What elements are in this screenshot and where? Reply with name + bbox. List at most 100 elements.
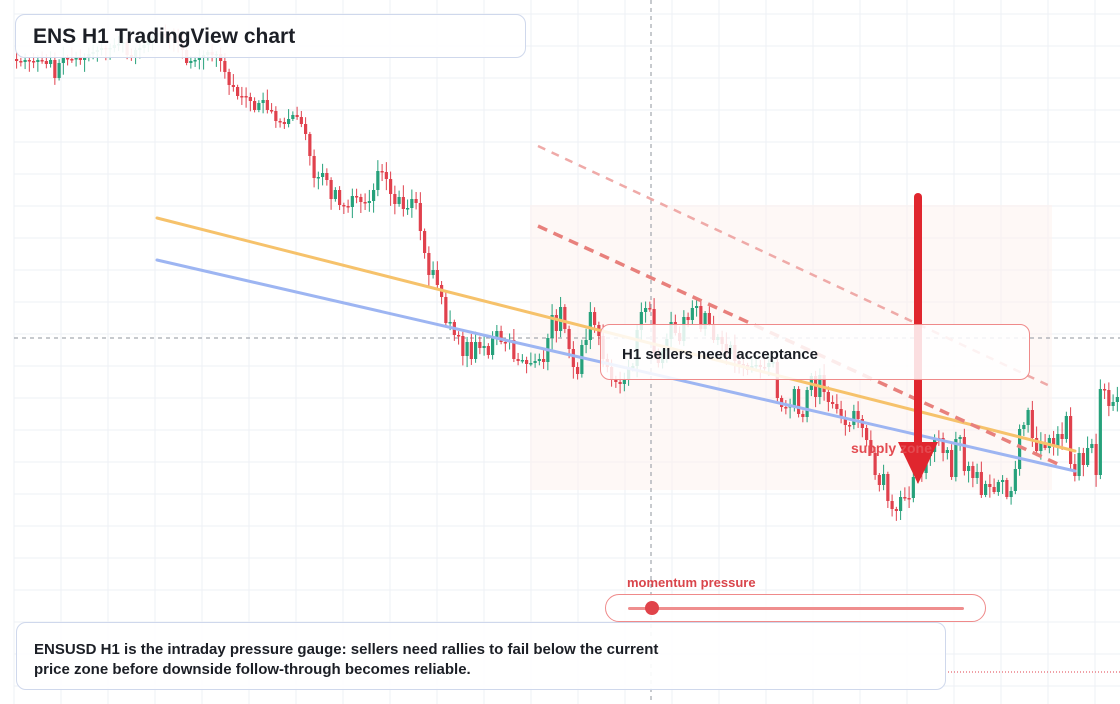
candle-down: [469, 342, 473, 359]
candle-up: [975, 472, 979, 478]
candle-down: [435, 270, 439, 285]
candle-down: [593, 312, 597, 325]
candle-down: [270, 110, 274, 112]
candle-down: [571, 349, 575, 367]
candle-down: [304, 124, 308, 134]
candle-down: [227, 72, 231, 85]
candle-down: [40, 60, 44, 62]
candle-down: [699, 306, 703, 329]
candle-up: [703, 313, 707, 329]
candle-up: [316, 177, 320, 179]
candle-down: [686, 317, 690, 320]
candle-up: [1086, 448, 1090, 465]
candle-up: [533, 361, 537, 363]
candle-down: [32, 61, 36, 63]
candle-down: [869, 440, 873, 453]
candle-down: [971, 466, 975, 478]
candle-down: [329, 180, 333, 199]
candle-down: [355, 196, 359, 198]
candle-up: [967, 466, 971, 471]
candle-up: [1077, 453, 1081, 476]
candle-up: [465, 342, 469, 356]
candle-up: [1026, 410, 1030, 425]
candle-down: [856, 411, 860, 419]
candle-up: [333, 190, 337, 199]
candle-up: [372, 190, 376, 201]
candle-up: [1018, 429, 1022, 469]
candle-up: [448, 322, 452, 324]
candle-up: [410, 199, 414, 208]
candle-up: [911, 477, 915, 498]
candle-up: [350, 196, 354, 207]
candle-down: [826, 392, 830, 402]
candle-down: [979, 472, 983, 495]
candle-down: [554, 315, 558, 331]
candle-down: [359, 197, 363, 202]
candle-up: [197, 58, 201, 60]
candle-up: [1090, 444, 1094, 448]
summary-panel: ENSUSD H1 is the intraday pressure gauge…: [16, 622, 946, 690]
candle-down: [1069, 416, 1073, 464]
chart-title: ENS H1 TradingView chart: [33, 25, 296, 48]
candle-down: [418, 203, 422, 231]
candle-down: [1060, 434, 1064, 439]
candle-down: [363, 202, 367, 204]
candle-up: [1098, 389, 1102, 475]
candle-down: [1035, 438, 1039, 451]
candle-down: [308, 134, 312, 156]
candle-up: [321, 173, 325, 177]
candle-up: [83, 57, 87, 60]
candle-down: [618, 382, 622, 384]
candle-down: [401, 197, 405, 209]
candle-down: [886, 474, 890, 501]
candle-up: [1064, 416, 1068, 439]
candle-down: [1005, 480, 1009, 497]
candle-down: [299, 117, 303, 124]
candle-up: [376, 171, 380, 190]
candle-up: [644, 308, 648, 312]
candle-down: [873, 453, 877, 475]
candle-down: [70, 59, 74, 61]
candle-up: [996, 482, 1000, 492]
candle-down: [389, 179, 393, 194]
candle-down: [576, 367, 580, 374]
candle-up: [580, 345, 584, 374]
candle-up: [588, 312, 592, 340]
candle-up: [189, 61, 193, 63]
lower-dashed-trendline: [537, 224, 1061, 467]
candle-down: [614, 379, 618, 382]
momentum-label: momentum pressure: [627, 575, 756, 590]
candle-up: [852, 411, 856, 425]
candle-down: [1107, 390, 1111, 406]
candle-down: [384, 172, 388, 179]
candle-up: [1111, 402, 1115, 406]
candle-up: [520, 360, 524, 362]
candle-down: [835, 404, 839, 409]
callout-text: H1 sellers need acceptance: [622, 346, 818, 363]
candle-up: [49, 60, 53, 64]
candle-down: [865, 428, 869, 440]
candle-up: [1001, 480, 1005, 482]
candle-down: [894, 509, 898, 511]
candle-down: [822, 375, 826, 392]
candle-down: [775, 362, 779, 398]
candle-down: [567, 329, 571, 349]
candle-down: [27, 60, 31, 62]
candle-up: [257, 103, 261, 110]
candle-up: [958, 437, 962, 439]
candle-down: [903, 497, 907, 499]
candle-up: [61, 58, 65, 63]
candle-down: [380, 171, 384, 173]
candle-up: [945, 450, 949, 453]
candle-up: [690, 308, 694, 320]
candle-up: [882, 474, 886, 485]
candle-down: [801, 414, 805, 417]
candle-down: [839, 409, 843, 417]
candle-down: [19, 61, 23, 63]
candle-up: [482, 346, 486, 348]
momentum-knob[interactable]: [644, 601, 659, 615]
candle-up: [1039, 443, 1043, 451]
candle-down: [265, 100, 269, 110]
candle-down: [992, 487, 996, 492]
candle-down: [890, 501, 894, 509]
